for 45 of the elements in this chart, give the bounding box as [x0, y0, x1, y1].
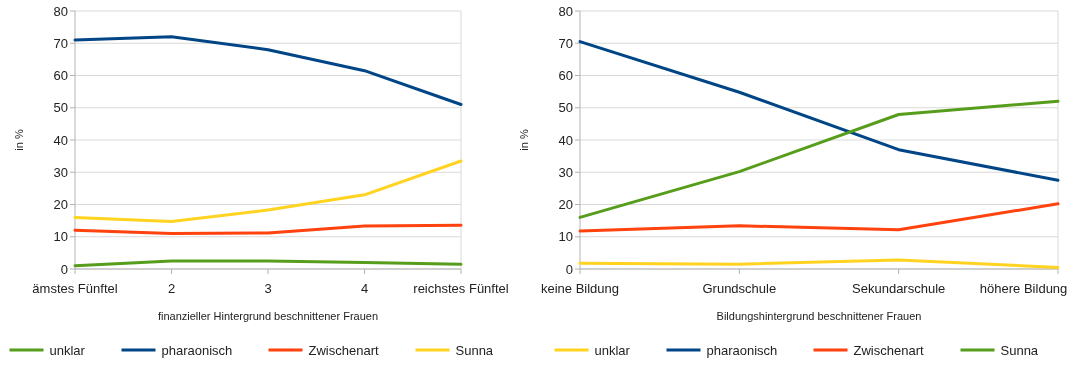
line-series — [578, 99, 1060, 219]
y-tick-label: 30 — [558, 164, 573, 180]
y-axis-title: in % — [518, 129, 530, 151]
y-tick-label: 50 — [53, 100, 68, 116]
line-series — [73, 159, 463, 224]
y-tick-label: 60 — [558, 68, 573, 84]
legend-label: Zwischenart — [853, 342, 924, 358]
y-tick-label: 70 — [558, 35, 573, 51]
y-tick-label: 50 — [558, 100, 573, 116]
y-tick-label: 30 — [53, 164, 68, 180]
y-axis-title: in % — [13, 129, 25, 151]
y-tick-label: 10 — [558, 229, 573, 245]
y-tick-label: 20 — [53, 197, 68, 213]
x-tick-label: keine Bildung — [540, 281, 620, 296]
y-tick-label: 20 — [558, 197, 573, 213]
y-tick-label: 60 — [53, 68, 68, 84]
y-tick-label: 70 — [53, 35, 68, 51]
x-axis-title: finanzieller Hintergrund beschnittener Frauen — [157, 310, 379, 322]
legend-label: unklar — [49, 342, 86, 358]
x-axis-title: Bildungshintergrund beschnittener Frauen — [716, 310, 922, 322]
y-tick-label: 0 — [565, 261, 573, 277]
x-tick-label: 4 — [360, 281, 369, 296]
x-tick-label: 2 — [167, 281, 176, 296]
legend-label: pharaonisch — [161, 342, 233, 358]
y-tick-label: 10 — [53, 229, 68, 245]
line-series — [578, 202, 1060, 233]
y-tick-label: 40 — [558, 132, 573, 148]
x-tick-label: Grundschule — [702, 281, 777, 296]
legend-label: Sunna — [1000, 342, 1039, 358]
legend-label: pharaonisch — [706, 342, 778, 358]
line-series — [73, 35, 463, 107]
legend-label: unklar — [594, 342, 631, 358]
line-series — [578, 40, 1060, 182]
x-tick-label: 3 — [264, 281, 272, 296]
x-tick-label: ämstes Fünftel — [32, 281, 118, 296]
y-tick-label: 80 — [558, 3, 573, 19]
y-tick-label: 80 — [53, 3, 68, 19]
legend-label: Zwischenart — [308, 342, 379, 358]
line-series — [73, 223, 463, 236]
x-tick-label: höhere Bildung — [979, 281, 1068, 296]
y-tick-label: 0 — [60, 261, 68, 277]
x-tick-label: Sekundarschule — [852, 281, 946, 296]
x-tick-label: reichstes Fünftel — [413, 281, 509, 296]
legend-label: Sunna — [455, 342, 494, 358]
y-tick-label: 40 — [53, 132, 68, 148]
